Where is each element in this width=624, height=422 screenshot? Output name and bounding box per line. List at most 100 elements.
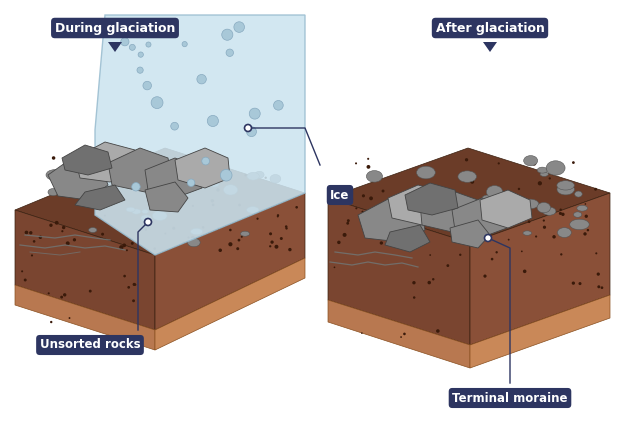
Circle shape xyxy=(47,292,50,295)
Text: After glaciation: After glaciation xyxy=(436,22,544,35)
Circle shape xyxy=(517,205,521,209)
Ellipse shape xyxy=(575,191,582,197)
Ellipse shape xyxy=(160,192,177,204)
Circle shape xyxy=(120,38,129,46)
Polygon shape xyxy=(108,42,122,52)
Circle shape xyxy=(523,270,527,273)
Circle shape xyxy=(355,162,357,165)
Circle shape xyxy=(238,204,241,206)
Circle shape xyxy=(138,181,141,184)
Circle shape xyxy=(99,157,102,160)
Circle shape xyxy=(559,189,563,192)
Circle shape xyxy=(413,296,416,299)
Circle shape xyxy=(362,194,365,197)
Circle shape xyxy=(241,236,243,238)
Polygon shape xyxy=(15,285,155,350)
Circle shape xyxy=(212,203,215,206)
Circle shape xyxy=(273,100,283,110)
Circle shape xyxy=(245,174,247,176)
Polygon shape xyxy=(48,158,108,200)
Circle shape xyxy=(101,233,104,235)
Circle shape xyxy=(84,161,87,164)
Circle shape xyxy=(501,191,504,194)
Circle shape xyxy=(63,293,66,297)
Circle shape xyxy=(189,185,191,187)
Polygon shape xyxy=(470,295,610,368)
Circle shape xyxy=(334,266,335,268)
Ellipse shape xyxy=(255,171,264,178)
Ellipse shape xyxy=(537,167,548,173)
Circle shape xyxy=(400,336,402,338)
Circle shape xyxy=(538,181,542,185)
Ellipse shape xyxy=(470,227,485,235)
Circle shape xyxy=(468,222,470,225)
Ellipse shape xyxy=(190,228,203,235)
Circle shape xyxy=(211,199,214,203)
Circle shape xyxy=(585,214,588,218)
Polygon shape xyxy=(358,198,425,242)
Circle shape xyxy=(171,122,178,130)
Ellipse shape xyxy=(142,210,149,214)
Circle shape xyxy=(140,165,144,168)
Circle shape xyxy=(154,247,156,250)
Circle shape xyxy=(72,182,76,186)
Ellipse shape xyxy=(524,156,538,166)
Circle shape xyxy=(29,231,32,235)
Circle shape xyxy=(412,281,416,284)
Circle shape xyxy=(559,212,562,215)
Polygon shape xyxy=(62,145,112,175)
Circle shape xyxy=(479,232,481,235)
Circle shape xyxy=(229,229,232,231)
Circle shape xyxy=(137,67,144,73)
Circle shape xyxy=(132,183,140,191)
Circle shape xyxy=(76,158,79,161)
Circle shape xyxy=(24,230,28,234)
Circle shape xyxy=(346,222,349,225)
Circle shape xyxy=(146,42,151,47)
Circle shape xyxy=(285,225,288,228)
Circle shape xyxy=(295,206,298,208)
Circle shape xyxy=(277,216,279,217)
Polygon shape xyxy=(15,210,155,330)
Circle shape xyxy=(33,240,36,243)
Ellipse shape xyxy=(431,190,450,200)
Circle shape xyxy=(361,211,364,213)
Ellipse shape xyxy=(78,176,85,180)
Circle shape xyxy=(145,219,152,225)
Ellipse shape xyxy=(187,238,200,247)
Ellipse shape xyxy=(429,191,439,199)
Circle shape xyxy=(238,239,240,241)
Ellipse shape xyxy=(540,172,548,176)
Circle shape xyxy=(61,181,64,184)
Circle shape xyxy=(552,235,556,238)
Ellipse shape xyxy=(270,174,281,183)
Circle shape xyxy=(381,189,384,192)
Ellipse shape xyxy=(552,164,563,173)
Circle shape xyxy=(143,81,152,90)
Circle shape xyxy=(422,213,425,216)
Circle shape xyxy=(489,231,492,235)
Circle shape xyxy=(437,207,441,210)
Circle shape xyxy=(187,179,195,187)
Circle shape xyxy=(411,203,414,205)
Circle shape xyxy=(508,239,510,241)
Circle shape xyxy=(218,249,222,252)
Ellipse shape xyxy=(417,166,436,179)
Circle shape xyxy=(572,281,575,285)
Circle shape xyxy=(560,208,562,211)
Ellipse shape xyxy=(557,184,575,195)
Polygon shape xyxy=(95,15,305,255)
Circle shape xyxy=(285,227,288,230)
Circle shape xyxy=(118,164,122,168)
Circle shape xyxy=(21,271,23,272)
Circle shape xyxy=(192,238,195,241)
Circle shape xyxy=(465,158,468,162)
Circle shape xyxy=(369,196,373,200)
Circle shape xyxy=(578,282,582,285)
Ellipse shape xyxy=(57,182,67,187)
Circle shape xyxy=(162,195,165,197)
Ellipse shape xyxy=(247,173,260,180)
Polygon shape xyxy=(450,220,490,248)
Circle shape xyxy=(172,227,175,230)
Ellipse shape xyxy=(46,170,64,180)
